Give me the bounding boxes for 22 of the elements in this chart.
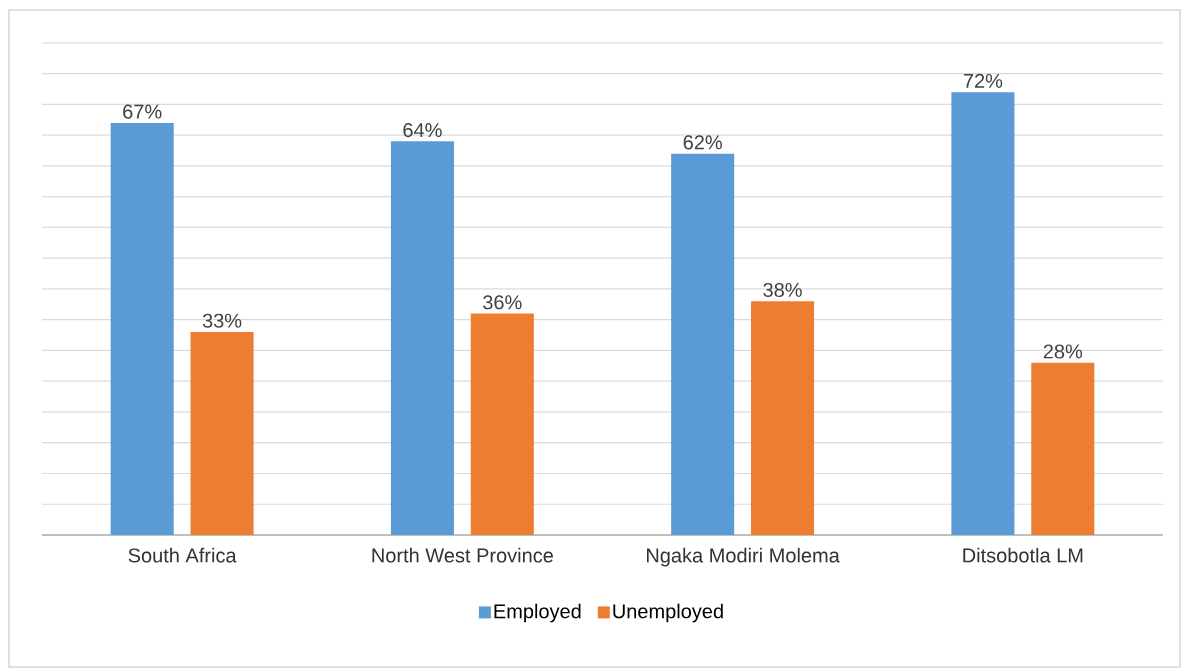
x-tick-label: Ngaka Modiri Molema	[647, 547, 840, 567]
bar	[671, 153, 735, 535]
x-tick-label: South Africa	[128, 547, 237, 563]
x-tick-label: Ditsobotla LM	[963, 547, 1083, 563]
data-label: 64%	[403, 122, 442, 138]
data-label: 72%	[963, 73, 1003, 88]
data-label: 67%	[123, 104, 162, 119]
data-label: 62%	[683, 135, 722, 150]
data-label: 28%	[1043, 344, 1083, 359]
bar	[951, 92, 1015, 535]
legend-label: Unemployed	[613, 603, 723, 623]
bar	[110, 122, 174, 535]
bar	[751, 301, 815, 535]
bar	[1031, 362, 1095, 535]
bar	[390, 141, 454, 535]
legend-label: Employed	[494, 603, 581, 623]
data-label: 33%	[202, 313, 242, 328]
data-label: 36%	[483, 295, 522, 310]
data-label: 38%	[763, 282, 802, 298]
x-tick-label: North West Province	[372, 547, 553, 563]
bar	[190, 332, 254, 535]
bar	[470, 313, 534, 535]
